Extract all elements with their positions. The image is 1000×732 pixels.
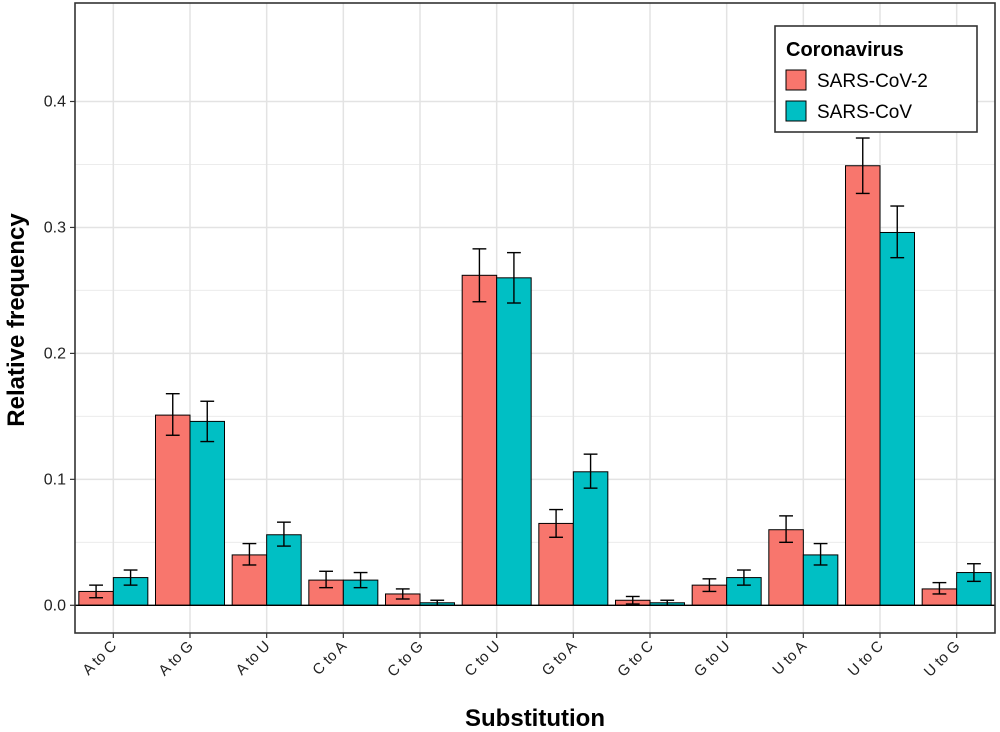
error-bar-sars-cov [813, 542, 828, 566]
error-bar-sars-cov-2 [472, 248, 487, 303]
error-bar-sars-cov-2 [242, 542, 257, 566]
bars-layer [78, 165, 992, 606]
legend-label-sars-cov: SARS-CoV [817, 102, 912, 123]
error-bar-sars-cov-2 [89, 584, 103, 599]
y-tick-label: 0.1 [44, 471, 66, 488]
error-bar-sars-cov [277, 521, 291, 547]
error-bar-sars-cov-2 [855, 137, 870, 195]
bar-sars-cov-2 [155, 414, 191, 606]
error-bar-sars-cov-2 [932, 581, 947, 595]
error-bar-sars-cov [123, 569, 138, 586]
plot-panel-border [74, 2, 996, 634]
error-bar-sars-cov-2 [395, 588, 410, 600]
bar-sars-cov-2 [461, 274, 498, 606]
error-bar-sars-cov [967, 563, 981, 583]
error-bar-sars-cov [737, 569, 751, 586]
legend: Coronavirus SARS-CoV-2 SARS-CoV [774, 25, 978, 133]
legend-label-sars-cov-2: SARS-CoV-2 [817, 71, 928, 92]
error-bar-sars-cov [890, 205, 905, 259]
error-bar-sars-cov-2 [702, 578, 717, 593]
y-tick-label: 0.4 [44, 93, 66, 110]
bar-sars-cov [496, 277, 532, 606]
error-bar-sars-cov [583, 453, 598, 489]
legend-swatch-sars-cov [785, 100, 807, 122]
error-bars-layer [89, 137, 981, 606]
error-bar-sars-cov [353, 571, 368, 589]
x-axis-title: Substitution [465, 705, 605, 732]
legend-box [774, 25, 978, 133]
y-tick-label: 0.2 [44, 345, 66, 362]
error-bar-sars-cov [200, 400, 215, 443]
error-bar-sars-cov-2 [779, 515, 793, 544]
error-bar-sars-cov-2 [549, 508, 563, 538]
error-bar-sars-cov [507, 251, 521, 304]
y-tick-label: 0.3 [44, 219, 66, 236]
error-bar-sars-cov-2 [165, 392, 180, 436]
y-axis-title: Relative frequency [3, 213, 30, 427]
bar-sars-cov [572, 471, 609, 606]
bar-sars-cov [879, 231, 915, 606]
legend-swatch-sars-cov-2 [785, 69, 807, 91]
bar-sars-cov [189, 420, 225, 606]
legend-title: Coronavirus [786, 39, 904, 61]
bar-sars-cov-2 [845, 165, 881, 606]
y-tick-label: 0.0 [44, 597, 66, 614]
error-bar-sars-cov-2 [319, 570, 333, 589]
error-bar-sars-cov-2 [625, 595, 640, 605]
y-axis: 0.0 0.1 0.2 0.3 0.4 [44, 93, 75, 614]
